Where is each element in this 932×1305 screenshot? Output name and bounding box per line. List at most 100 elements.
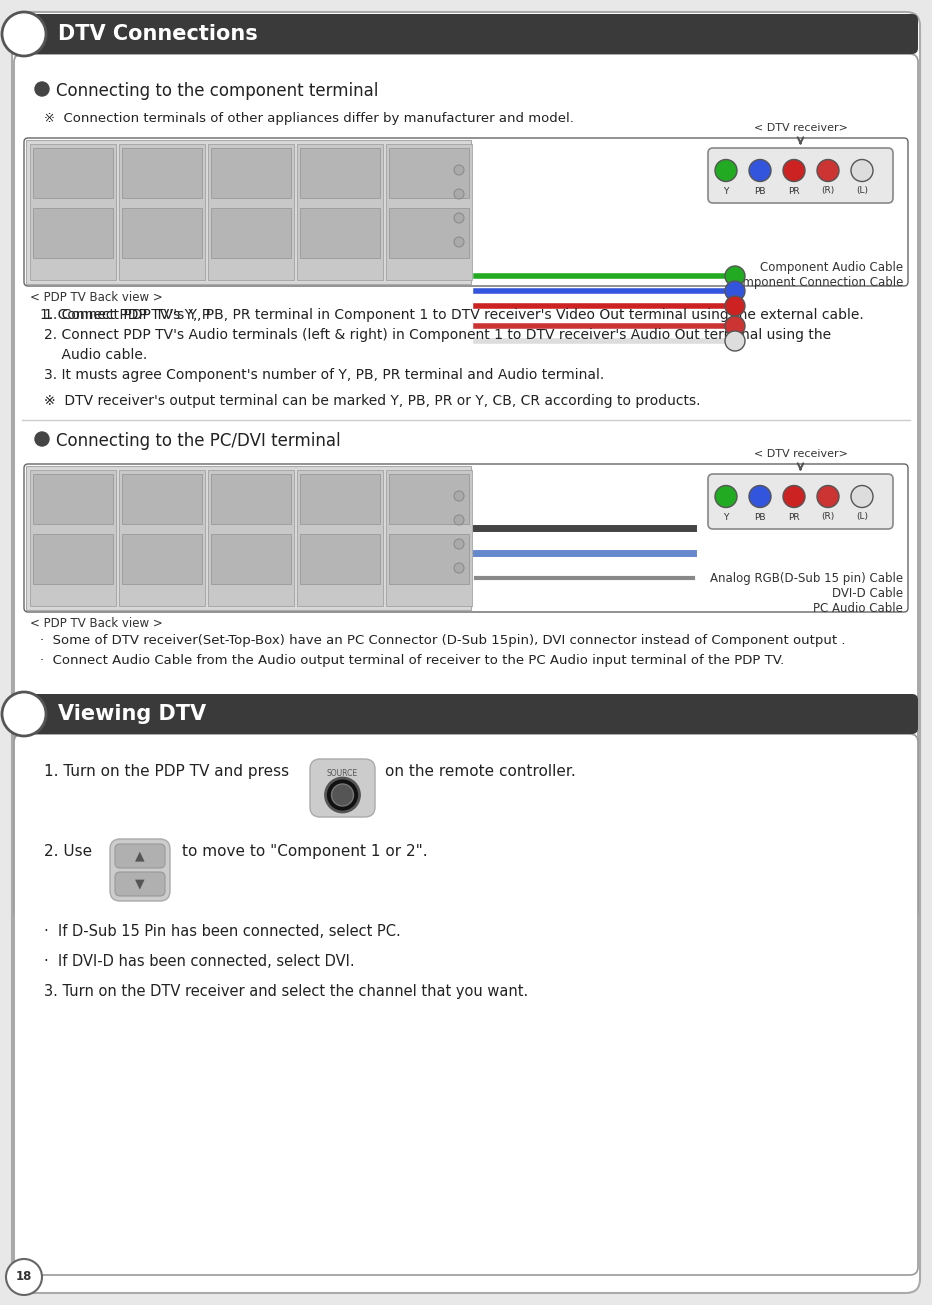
Bar — [26, 140, 471, 284]
Circle shape — [454, 238, 464, 247]
Circle shape — [851, 159, 873, 181]
Text: 1. Connect PDP TV's Y, PB, PR terminal in Component 1 to DTV receiver's Video Ou: 1. Connect PDP TV's Y, PB, PR terminal i… — [44, 308, 864, 322]
Text: to move to "Component 1 or 2".: to move to "Component 1 or 2". — [182, 844, 428, 859]
Text: < PDP TV Back view >: < PDP TV Back view > — [30, 291, 163, 304]
FancyBboxPatch shape — [12, 12, 920, 1293]
Bar — [122, 534, 202, 585]
Circle shape — [2, 12, 46, 56]
Bar — [389, 474, 469, 525]
Text: < DTV receiver>: < DTV receiver> — [754, 123, 847, 133]
Bar — [208, 144, 294, 281]
Bar — [297, 470, 383, 606]
Bar — [122, 207, 202, 258]
Text: 2. Connect PDP TV's Audio terminals (left & right) in Component 1 to DTV receive: 2. Connect PDP TV's Audio terminals (lef… — [44, 328, 831, 342]
Text: ※  Connection terminals of other appliances differ by manufacturer and model.: ※ Connection terminals of other applianc… — [44, 112, 574, 125]
Text: 3. Turn on the DTV receiver and select the channel that you want.: 3. Turn on the DTV receiver and select t… — [44, 984, 528, 1000]
Bar — [297, 144, 383, 281]
Text: Y: Y — [723, 513, 729, 522]
Text: Component Audio Cable: Component Audio Cable — [760, 261, 903, 274]
FancyBboxPatch shape — [110, 839, 170, 900]
Bar — [122, 147, 202, 198]
Text: ·  If DVI-D has been connected, select DVI.: · If DVI-D has been connected, select DV… — [44, 954, 354, 970]
Circle shape — [817, 485, 839, 508]
Bar — [30, 144, 116, 281]
Text: 3. It musts agree Component's number of Y, PB, PR terminal and Audio terminal.: 3. It musts agree Component's number of … — [44, 368, 604, 382]
FancyBboxPatch shape — [115, 844, 165, 868]
FancyBboxPatch shape — [14, 54, 918, 920]
Circle shape — [454, 189, 464, 198]
FancyBboxPatch shape — [14, 14, 918, 54]
Text: Y: Y — [723, 187, 729, 196]
Bar — [211, 534, 291, 585]
Circle shape — [454, 539, 464, 549]
Circle shape — [715, 159, 737, 181]
Text: (L): (L) — [856, 187, 868, 196]
Circle shape — [454, 491, 464, 501]
Text: 1. Connect PDP TV's Y, P: 1. Connect PDP TV's Y, P — [40, 308, 210, 322]
Circle shape — [725, 316, 745, 335]
Text: ·  Some of DTV receiver(Set-Top-Box) have an PC Connector (D-Sub 15pin), DVI con: · Some of DTV receiver(Set-Top-Box) have… — [40, 634, 845, 647]
Circle shape — [454, 515, 464, 525]
Text: (R): (R) — [821, 513, 835, 522]
Bar — [33, 474, 113, 525]
Text: ·  Connect Audio Cable from the Audio output terminal of receiver to the PC Audi: · Connect Audio Cable from the Audio out… — [40, 654, 784, 667]
Circle shape — [725, 331, 745, 351]
Circle shape — [454, 562, 464, 573]
Bar — [389, 147, 469, 198]
Text: Viewing DTV: Viewing DTV — [58, 703, 206, 724]
Text: ·  If D-Sub 15 Pin has been connected, select PC.: · If D-Sub 15 Pin has been connected, se… — [44, 924, 401, 940]
Text: 2. Use: 2. Use — [44, 844, 92, 859]
Bar — [122, 474, 202, 525]
Text: Connecting to the component terminal: Connecting to the component terminal — [56, 82, 378, 100]
Bar — [26, 466, 471, 609]
Text: PR: PR — [788, 187, 800, 196]
Bar — [30, 470, 116, 606]
Circle shape — [454, 213, 464, 223]
Text: Analog RGB(D-Sub 15 pin) Cable: Analog RGB(D-Sub 15 pin) Cable — [710, 572, 903, 585]
Circle shape — [749, 159, 771, 181]
Text: DVI-D Cable: DVI-D Cable — [832, 587, 903, 600]
Text: SOURCE: SOURCE — [327, 769, 358, 778]
FancyBboxPatch shape — [24, 138, 908, 286]
Text: (R): (R) — [821, 187, 835, 196]
Circle shape — [454, 164, 464, 175]
Circle shape — [817, 159, 839, 181]
Text: 1. Turn on the PDP TV and press: 1. Turn on the PDP TV and press — [44, 763, 289, 779]
Bar — [119, 144, 205, 281]
FancyBboxPatch shape — [14, 694, 918, 733]
Bar — [211, 147, 291, 198]
Bar — [300, 534, 380, 585]
Text: Connecting to the PC/DVI terminal: Connecting to the PC/DVI terminal — [56, 432, 340, 450]
Text: PR: PR — [788, 513, 800, 522]
Text: PB: PB — [754, 187, 766, 196]
Text: PC Audio Cable: PC Audio Cable — [813, 602, 903, 615]
Bar — [211, 207, 291, 258]
Text: Component Connection Cable: Component Connection Cable — [727, 275, 903, 288]
Text: on the remote controller.: on the remote controller. — [385, 763, 576, 779]
Text: DTV Connections: DTV Connections — [58, 23, 258, 44]
Bar — [33, 534, 113, 585]
Bar — [211, 474, 291, 525]
Circle shape — [783, 159, 805, 181]
Circle shape — [6, 1259, 42, 1295]
Circle shape — [725, 281, 745, 301]
Text: (L): (L) — [856, 513, 868, 522]
FancyBboxPatch shape — [708, 474, 893, 529]
Circle shape — [35, 82, 49, 97]
Circle shape — [332, 784, 353, 806]
Bar — [33, 147, 113, 198]
Circle shape — [749, 485, 771, 508]
Bar — [300, 147, 380, 198]
Circle shape — [325, 778, 360, 812]
Text: Audio cable.: Audio cable. — [44, 348, 147, 361]
Bar — [386, 470, 472, 606]
Circle shape — [715, 485, 737, 508]
Text: < PDP TV Back view >: < PDP TV Back view > — [30, 617, 163, 630]
Bar — [389, 207, 469, 258]
Bar — [208, 470, 294, 606]
FancyBboxPatch shape — [24, 465, 908, 612]
Text: PB: PB — [754, 513, 766, 522]
Circle shape — [851, 485, 873, 508]
Circle shape — [2, 692, 46, 736]
Bar — [386, 144, 472, 281]
